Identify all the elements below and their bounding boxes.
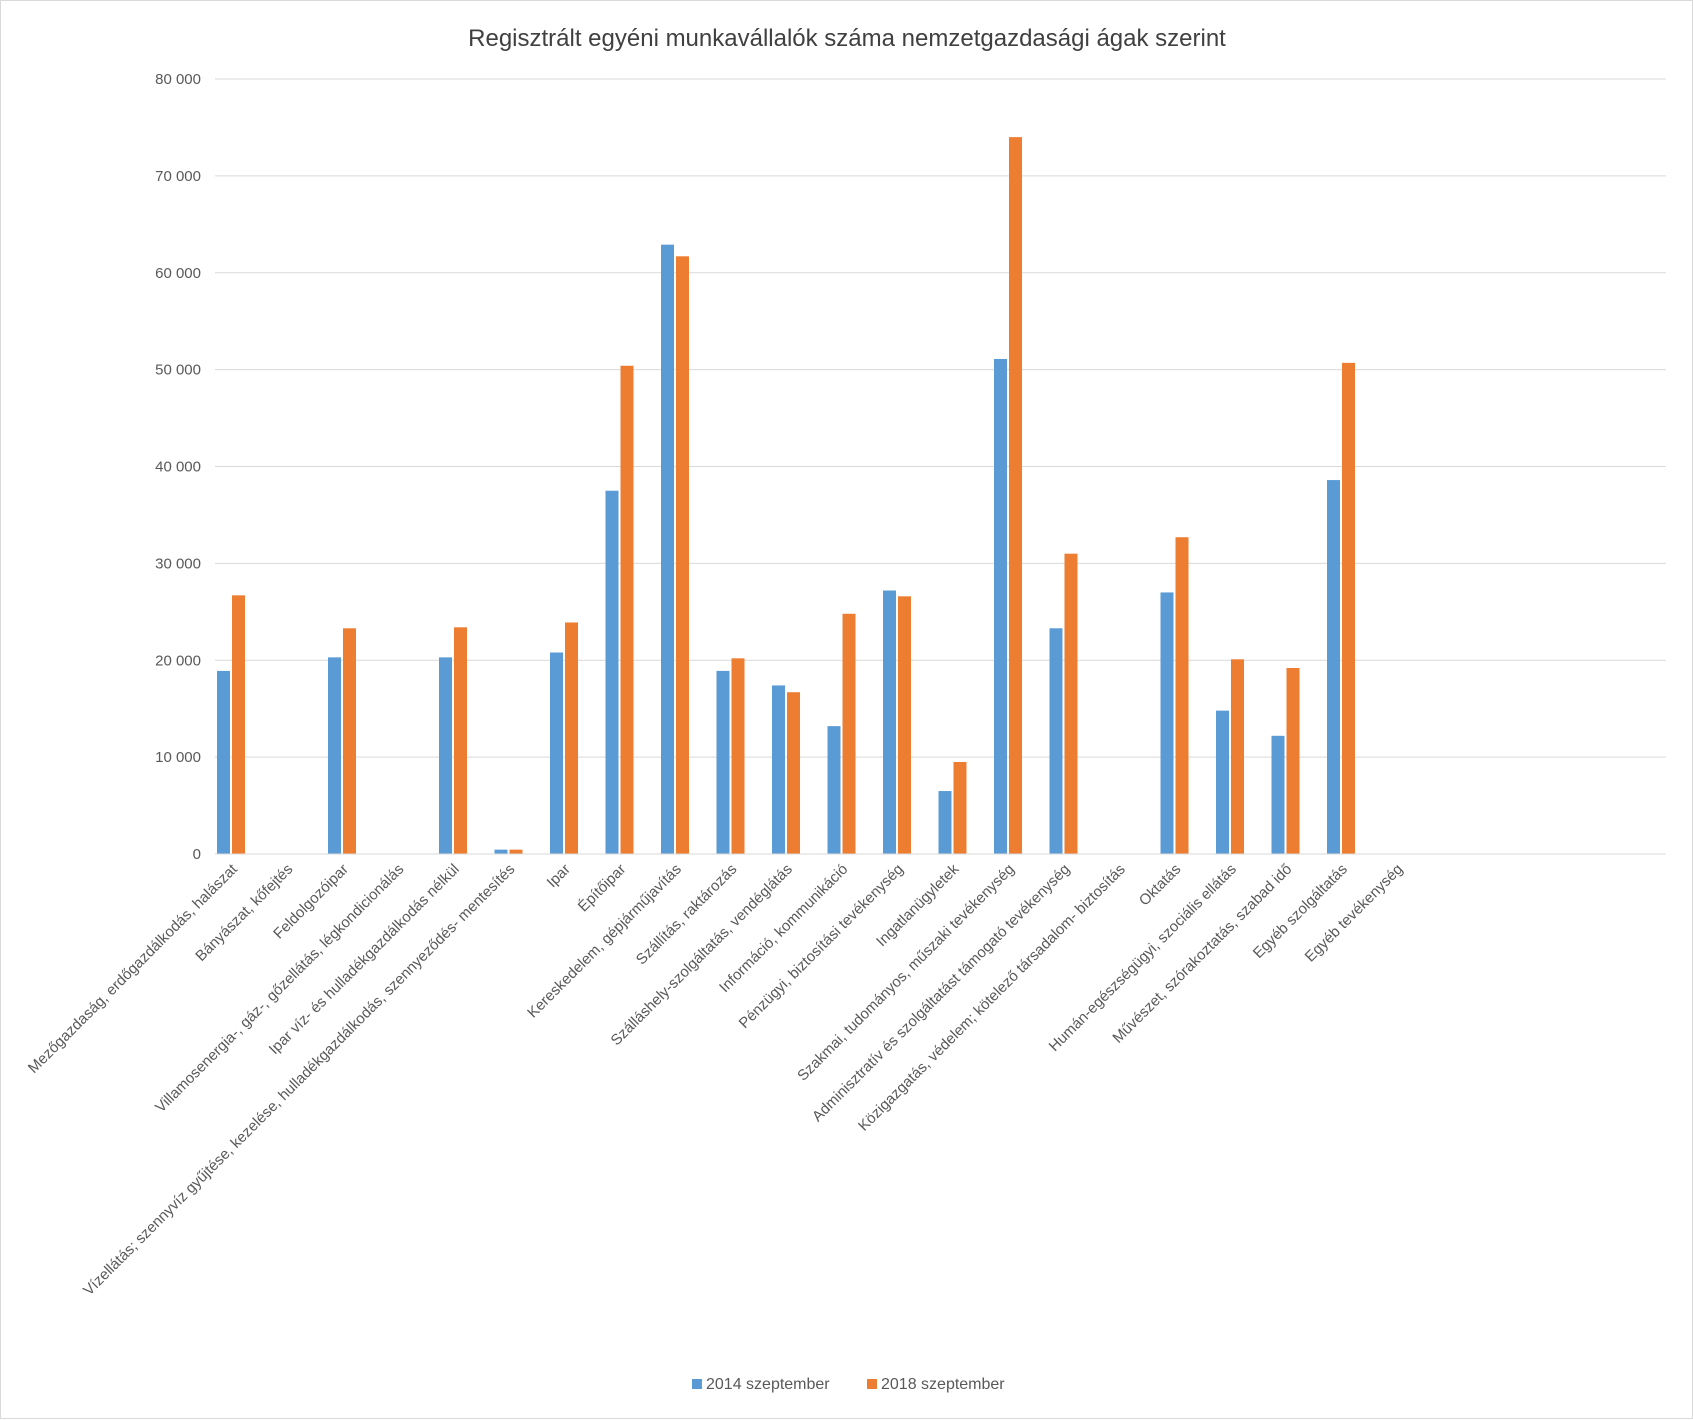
x-category-label: Egyéb tevékenység — [1302, 861, 1407, 966]
bar — [439, 657, 452, 854]
bar — [827, 726, 841, 854]
bar — [842, 613, 856, 854]
bar — [217, 670, 230, 854]
x-category-label: Bányászat, kőfejtés — [192, 861, 296, 965]
bar — [550, 652, 563, 854]
bar — [1216, 710, 1229, 854]
bar — [454, 627, 467, 854]
bar — [1342, 362, 1355, 854]
bar — [328, 657, 341, 854]
bar — [661, 244, 674, 854]
chart-title: Regisztrált egyéni munkavállalók száma n… — [468, 25, 1226, 52]
bar — [994, 358, 1007, 854]
y-tick-label: 70 000 — [155, 168, 201, 185]
x-category-label: Adminisztratív és szolgáltatást támogató… — [809, 861, 1073, 1125]
bar — [565, 622, 578, 854]
legend-swatch — [692, 1379, 702, 1389]
bar — [883, 590, 896, 854]
bar — [1327, 480, 1340, 854]
y-axis-ticks: 0 10 000 20 000 30 000 40 000 50 000 60 000 70 … — [155, 71, 201, 863]
bar — [1231, 659, 1244, 854]
bar — [1009, 137, 1022, 854]
bar — [953, 761, 967, 854]
bar — [1271, 735, 1285, 854]
bar — [1049, 628, 1063, 854]
legend-label: 2014 szeptember — [706, 1376, 830, 1393]
x-category-label: Vízellátás; szennyvíz gyűjtése, kezelése… — [80, 861, 518, 1299]
bar — [343, 628, 356, 854]
y-tick-label: 50 000 — [155, 362, 201, 379]
y-tick-label: 30 000 — [155, 555, 201, 572]
x-axis-categories: Mezőgazdaság, erdőgazdálkodás, halászatB… — [25, 860, 1407, 1299]
bar — [509, 849, 523, 854]
bar — [772, 685, 785, 854]
x-category-label: Egyéb szolgáltatás — [1250, 861, 1351, 962]
x-category-label: Közigazgatás, védelem; kötelező társadal… — [855, 861, 1129, 1135]
gridlines — [215, 78, 1666, 758]
y-tick-label: 0 — [193, 846, 201, 863]
y-tick-label: 80 000 — [155, 71, 201, 88]
bar — [938, 791, 952, 854]
x-category-label: Ipar — [544, 861, 574, 891]
legend-label: 2018 szeptember — [881, 1376, 1005, 1393]
legend-swatch — [867, 1379, 877, 1389]
bar — [1064, 553, 1078, 854]
bar — [898, 596, 911, 854]
bar — [787, 692, 800, 854]
legend: 2014 szeptember 2018 szeptember — [692, 1376, 1005, 1393]
bar — [676, 256, 689, 854]
bar — [1160, 592, 1174, 854]
bar — [1286, 668, 1300, 854]
bar — [620, 365, 634, 854]
bars — [217, 137, 1355, 854]
bar — [716, 670, 730, 854]
bar — [731, 658, 745, 854]
bar — [1175, 537, 1189, 854]
y-tick-label: 60 000 — [155, 265, 201, 282]
x-category-label: Építőipar — [575, 861, 629, 915]
bar — [232, 595, 245, 854]
x-category-label: Mezőgazdaság, erdőgazdálkodás, halászat — [25, 860, 242, 1077]
y-tick-label: 10 000 — [155, 749, 201, 766]
x-category-label: Szállítás, raktározás — [633, 861, 741, 969]
x-category-label: Ipar víz- és hulladékgazdálkodás nélkül — [266, 861, 463, 1058]
y-tick-label: 20 000 — [155, 652, 201, 669]
y-tick-label: 40 000 — [155, 459, 201, 476]
bar — [605, 490, 619, 854]
bar — [494, 849, 508, 854]
x-category-label: Oktatás — [1136, 861, 1185, 910]
